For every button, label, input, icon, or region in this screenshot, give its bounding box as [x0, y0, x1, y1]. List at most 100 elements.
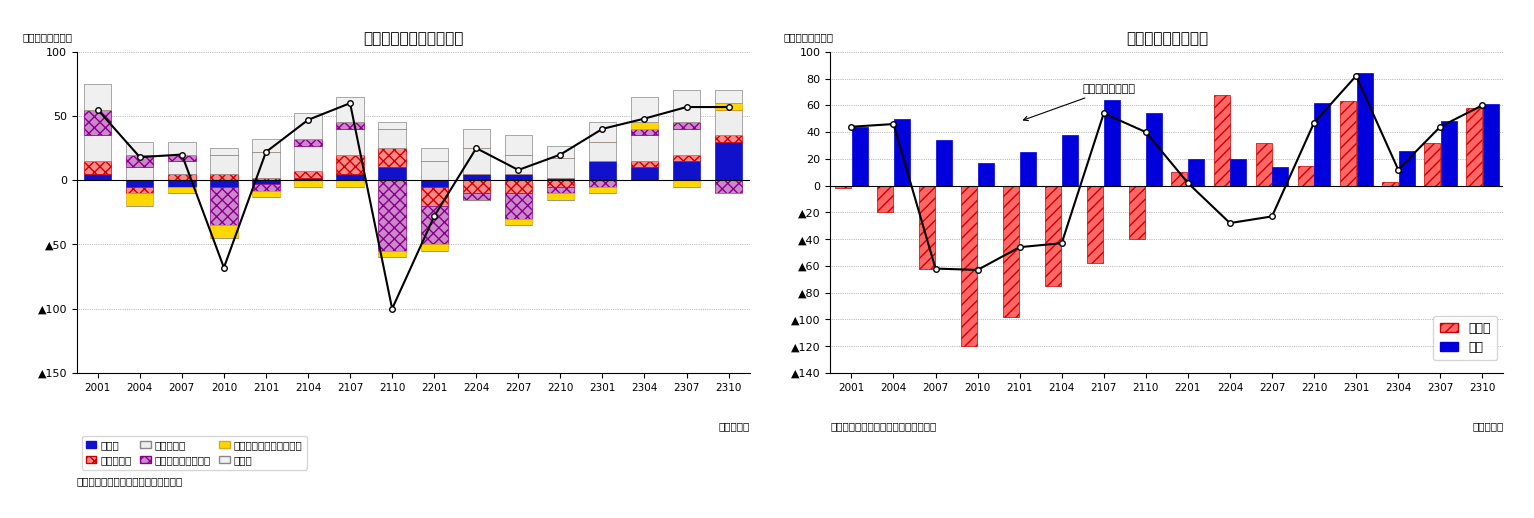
Bar	[379, 167, 407, 180]
Bar	[252, 139, 279, 152]
Bar	[936, 140, 953, 185]
Bar	[252, 184, 279, 191]
Bar	[169, 180, 195, 186]
Bar	[379, 148, 407, 167]
Bar	[673, 122, 700, 129]
Bar	[1256, 143, 1272, 185]
Bar	[1045, 185, 1062, 286]
Bar	[420, 161, 448, 180]
Bar	[126, 167, 153, 180]
Bar	[505, 219, 532, 225]
Bar	[379, 180, 407, 251]
Bar	[1189, 159, 1204, 185]
Bar	[1483, 104, 1499, 185]
Bar	[1003, 185, 1019, 316]
Bar	[420, 180, 448, 186]
Text: （前年差、万人）: （前年差、万人）	[784, 33, 833, 42]
Bar	[84, 110, 112, 135]
Bar	[1213, 95, 1230, 185]
Bar	[126, 180, 153, 186]
Bar	[295, 180, 322, 186]
Bar	[252, 178, 279, 180]
Bar	[210, 225, 238, 238]
Title: 雇用形態別雇用者数: 雇用形態別雇用者数	[1126, 32, 1207, 47]
Bar	[589, 180, 617, 186]
Bar	[1062, 135, 1078, 185]
Text: （年・月）: （年・月）	[1473, 421, 1503, 431]
Bar	[851, 127, 868, 185]
Text: （資料）総務省統計局「労働力調査」: （資料）総務省統計局「労働力調査」	[830, 421, 937, 431]
Bar	[336, 122, 364, 129]
Bar	[295, 139, 322, 146]
Bar	[1104, 100, 1120, 185]
Bar	[715, 135, 742, 142]
Bar	[336, 154, 364, 174]
Bar	[834, 185, 851, 189]
Bar	[210, 180, 238, 186]
Bar	[420, 186, 448, 206]
Bar	[505, 193, 532, 219]
Bar	[673, 154, 700, 161]
Bar	[252, 180, 279, 184]
Bar	[1172, 172, 1187, 185]
Bar	[379, 129, 407, 148]
Legend: 非正規, 正規: 非正規, 正規	[1433, 315, 1497, 361]
Bar	[169, 142, 195, 154]
Bar	[463, 174, 489, 180]
Bar	[715, 142, 742, 180]
Bar	[295, 146, 322, 171]
Bar	[962, 185, 977, 346]
Bar	[210, 148, 238, 154]
Bar	[463, 148, 489, 174]
Bar	[84, 174, 112, 180]
Bar	[1298, 166, 1313, 185]
Bar	[336, 97, 364, 122]
Bar	[505, 154, 532, 174]
Bar	[505, 135, 532, 154]
Bar	[505, 180, 532, 193]
Bar	[252, 191, 279, 197]
Bar	[379, 122, 407, 129]
Bar	[420, 148, 448, 161]
Bar	[919, 185, 936, 268]
Bar	[336, 129, 364, 154]
Bar	[546, 180, 574, 186]
Bar	[463, 180, 489, 193]
Bar	[877, 185, 893, 212]
Bar	[463, 129, 489, 148]
Bar	[295, 113, 322, 139]
Bar	[126, 142, 153, 154]
Bar	[169, 154, 195, 161]
Bar	[979, 163, 994, 185]
Text: 役員を除く雇用者: 役員を除く雇用者	[1023, 84, 1135, 121]
Bar	[295, 178, 322, 180]
Bar	[463, 193, 489, 199]
Bar	[210, 154, 238, 174]
Bar	[336, 180, 364, 186]
Bar	[84, 135, 112, 161]
Bar	[1146, 113, 1163, 185]
Legend: 製造業, 卸売・小売, 医療・福祉, 宿泊・飲食サービス, 生活関連サービス・娯楽, その他: 製造業, 卸売・小売, 医療・福祉, 宿泊・飲食サービス, 生活関連サービス・娯…	[81, 436, 307, 469]
Bar	[505, 174, 532, 180]
Bar	[673, 90, 700, 122]
Bar	[589, 122, 617, 142]
Bar	[715, 103, 742, 110]
Bar	[673, 180, 700, 186]
Bar	[210, 186, 238, 225]
Bar	[126, 154, 153, 167]
Bar	[420, 244, 448, 251]
Bar	[126, 193, 153, 206]
Bar	[589, 142, 617, 161]
Text: （年・月）: （年・月）	[718, 421, 750, 431]
Bar	[84, 161, 112, 174]
Bar	[1467, 108, 1482, 185]
Bar	[126, 186, 153, 193]
Bar	[715, 110, 742, 135]
Bar	[630, 135, 658, 161]
Bar	[1440, 121, 1457, 185]
Bar	[1088, 185, 1103, 263]
Text: （資料）総務省統計局「労働力調査」: （資料）総務省統計局「労働力調査」	[77, 476, 183, 486]
Bar	[546, 146, 574, 159]
Bar	[546, 178, 574, 180]
Bar	[1129, 185, 1146, 239]
